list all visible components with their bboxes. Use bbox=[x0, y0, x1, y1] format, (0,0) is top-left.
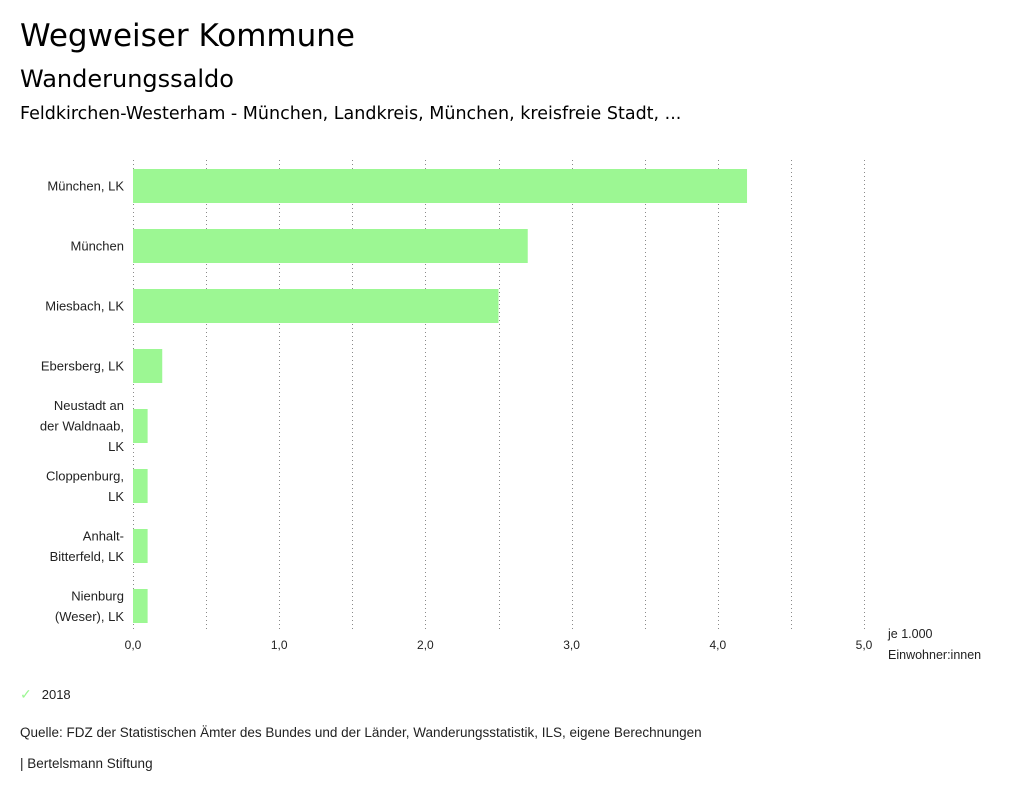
bar bbox=[133, 169, 748, 203]
category-label: Neustadt an der Waldnaab, LK bbox=[40, 398, 124, 454]
bar bbox=[133, 349, 163, 383]
bar bbox=[133, 469, 148, 503]
legend[interactable]: ✓ 2018 bbox=[20, 686, 71, 703]
tick-label: 3,0 bbox=[563, 638, 580, 652]
tick-label: 0,0 bbox=[125, 638, 142, 652]
category-label: München, LK bbox=[47, 179, 124, 194]
region-label: Feldkirchen-Westerham - München, Landkre… bbox=[20, 104, 682, 124]
category-label: Cloppenburg, LK bbox=[46, 468, 124, 504]
chart-subtitle: Wanderungssaldo bbox=[20, 65, 234, 93]
credit-note: | Bertelsmann Stiftung bbox=[20, 756, 153, 771]
category-label: Nienburg (Weser), LK bbox=[55, 588, 124, 624]
bar bbox=[133, 409, 148, 443]
legend-label: 2018 bbox=[41, 687, 71, 702]
source-note: Quelle: FDZ der Statistischen Ämter des … bbox=[20, 725, 702, 740]
tick-label: 1,0 bbox=[271, 638, 288, 652]
category-label: München bbox=[71, 239, 124, 254]
tick-label: 5,0 bbox=[856, 638, 873, 652]
check-icon: ✓ bbox=[20, 686, 32, 702]
tick-label: 2,0 bbox=[417, 638, 434, 652]
bar bbox=[133, 229, 528, 263]
category-label: Anhalt-Bitterfeld, LK bbox=[50, 528, 125, 564]
tick-label: 4,0 bbox=[709, 638, 726, 652]
axis-label: je 1.000 Einwohner:innen bbox=[887, 627, 981, 662]
bar bbox=[133, 529, 148, 563]
category-label: Ebersberg, LK bbox=[41, 359, 124, 374]
bar bbox=[133, 589, 148, 623]
page-title: Wegweiser Kommune bbox=[20, 18, 355, 54]
category-label: Miesbach, LK bbox=[45, 299, 124, 314]
bar bbox=[133, 289, 499, 323]
bar-chart: München, LK München Miesbach, LK Ebersberg,… bbox=[40, 160, 981, 662]
